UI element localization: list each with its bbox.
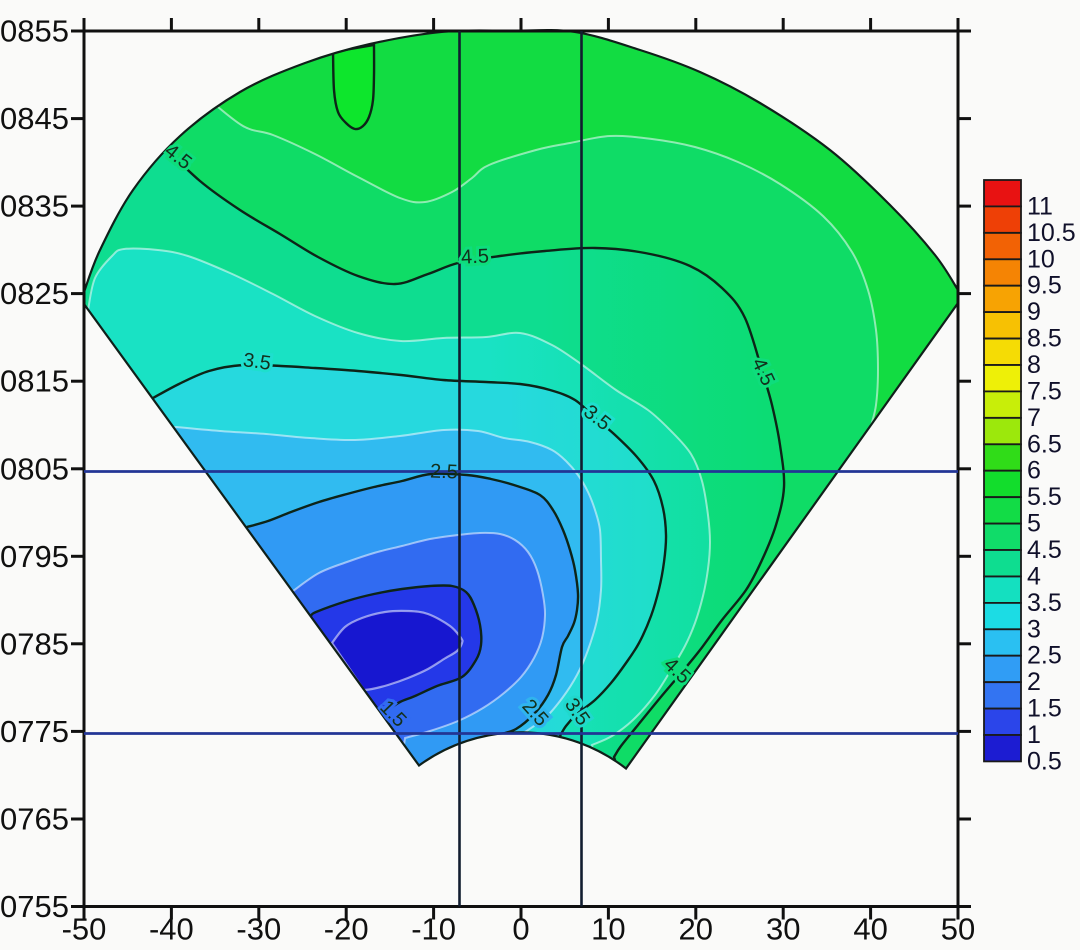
svg-text:9.5: 9.5 bbox=[1027, 272, 1062, 300]
svg-text:3.5: 3.5 bbox=[242, 349, 273, 375]
svg-text:20: 20 bbox=[679, 912, 713, 947]
svg-text:0815: 0815 bbox=[0, 364, 69, 399]
svg-text:6: 6 bbox=[1027, 457, 1041, 485]
svg-text:10: 10 bbox=[591, 912, 625, 947]
svg-text:10.5: 10.5 bbox=[1027, 219, 1076, 247]
svg-text:9: 9 bbox=[1027, 298, 1041, 326]
svg-text:0855: 0855 bbox=[0, 14, 69, 49]
svg-text:7.5: 7.5 bbox=[1027, 377, 1062, 405]
svg-text:-50: -50 bbox=[62, 912, 107, 947]
svg-text:-10: -10 bbox=[411, 912, 456, 947]
svg-text:10: 10 bbox=[1027, 245, 1055, 273]
svg-text:0845: 0845 bbox=[0, 101, 69, 136]
svg-text:50: 50 bbox=[941, 912, 975, 947]
svg-text:0835: 0835 bbox=[0, 189, 69, 224]
svg-text:-30: -30 bbox=[236, 912, 281, 947]
svg-text:-20: -20 bbox=[324, 912, 369, 947]
svg-text:0805: 0805 bbox=[0, 451, 69, 486]
svg-text:11: 11 bbox=[1027, 192, 1053, 220]
svg-text:1: 1 bbox=[1027, 721, 1041, 749]
svg-text:0775: 0775 bbox=[0, 714, 69, 749]
svg-text:5.5: 5.5 bbox=[1027, 483, 1062, 511]
svg-text:6.5: 6.5 bbox=[1027, 430, 1062, 458]
svg-text:8.5: 8.5 bbox=[1027, 325, 1062, 353]
svg-text:0795: 0795 bbox=[0, 539, 69, 574]
svg-text:-40: -40 bbox=[149, 912, 194, 947]
svg-text:0755: 0755 bbox=[0, 889, 69, 924]
svg-text:7: 7 bbox=[1027, 404, 1041, 432]
svg-text:30: 30 bbox=[766, 912, 800, 947]
svg-text:4: 4 bbox=[1027, 563, 1041, 591]
svg-text:8: 8 bbox=[1027, 351, 1041, 379]
svg-text:0825: 0825 bbox=[0, 276, 69, 311]
svg-text:40: 40 bbox=[853, 912, 887, 947]
svg-text:1.5: 1.5 bbox=[1027, 695, 1062, 723]
svg-text:5: 5 bbox=[1027, 510, 1041, 538]
svg-text:0: 0 bbox=[512, 912, 529, 947]
svg-text:0785: 0785 bbox=[0, 626, 69, 661]
svg-text:2.5: 2.5 bbox=[1027, 642, 1062, 670]
svg-text:0.5: 0.5 bbox=[1027, 748, 1062, 776]
svg-text:3: 3 bbox=[1027, 615, 1041, 643]
svg-text:4.5: 4.5 bbox=[461, 245, 490, 268]
svg-text:3.5: 3.5 bbox=[1027, 589, 1062, 617]
svg-text:2: 2 bbox=[1027, 668, 1041, 696]
svg-text:2.5: 2.5 bbox=[430, 461, 459, 484]
svg-text:0765: 0765 bbox=[0, 802, 69, 837]
svg-text:4.5: 4.5 bbox=[1027, 536, 1062, 564]
